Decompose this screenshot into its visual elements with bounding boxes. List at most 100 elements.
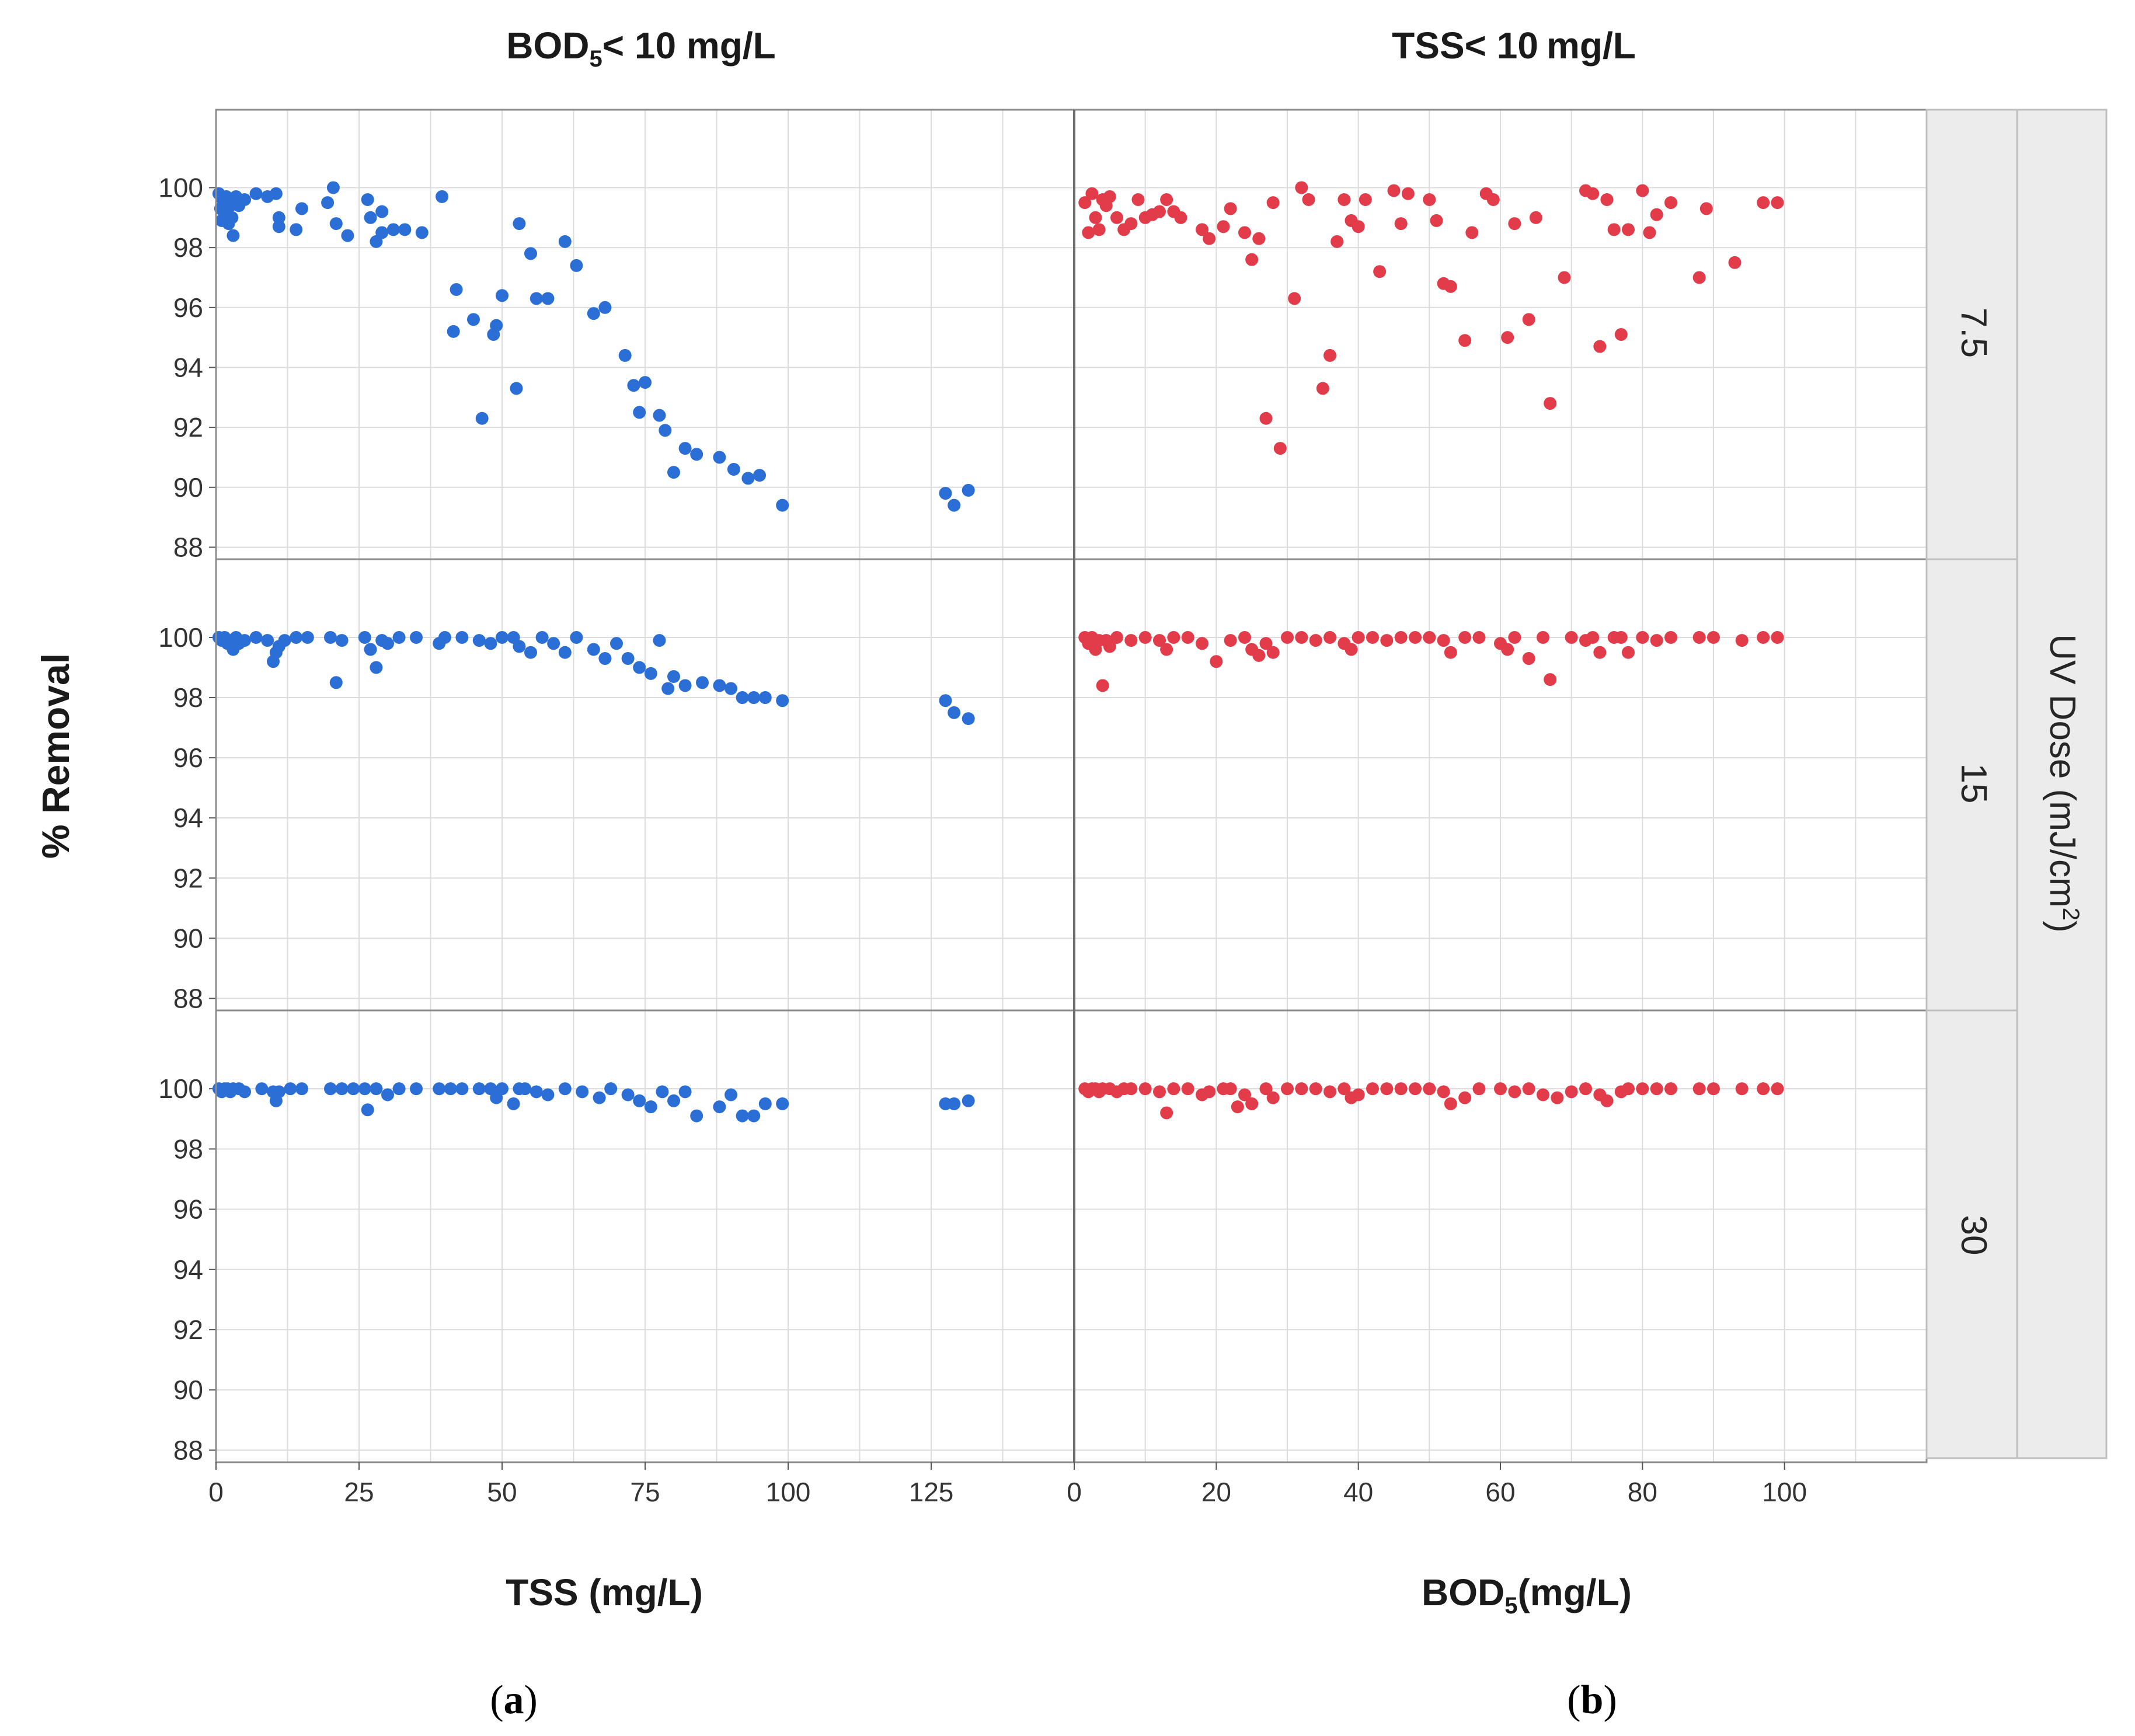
- data-point: [962, 1094, 975, 1107]
- data-point: [1472, 630, 1486, 644]
- data-point: [530, 1085, 543, 1099]
- data-point: [1181, 630, 1194, 644]
- data-point: [1544, 673, 1557, 686]
- data-point: [678, 442, 692, 455]
- data-point: [290, 630, 303, 644]
- data-point: [948, 499, 961, 512]
- data-point: [1203, 1085, 1216, 1099]
- data-point: [269, 187, 283, 200]
- y-tick-label: 88: [173, 983, 203, 1013]
- data-point: [513, 640, 526, 653]
- data-point: [1153, 205, 1166, 218]
- data-point: [633, 406, 646, 419]
- x-tick-label: 100: [1762, 1477, 1807, 1507]
- data-point: [713, 1100, 726, 1114]
- data-point: [713, 451, 726, 464]
- data-point: [1266, 1091, 1280, 1104]
- data-point: [644, 667, 657, 680]
- data-point: [1593, 646, 1607, 659]
- data-point: [1203, 232, 1216, 245]
- data-point: [1437, 1085, 1450, 1099]
- data-point: [347, 1082, 360, 1096]
- data-point: [1224, 202, 1237, 215]
- data-point: [1622, 223, 1635, 236]
- data-point: [1238, 1088, 1251, 1101]
- data-point: [1508, 217, 1521, 231]
- data-point: [1409, 630, 1422, 644]
- data-point: [1771, 196, 1784, 210]
- data-point: [621, 652, 635, 665]
- data-point: [1423, 193, 1436, 206]
- x-tick-label: 125: [909, 1477, 954, 1507]
- data-point: [1501, 643, 1514, 656]
- data-point: [490, 319, 503, 332]
- data-point: [370, 661, 383, 674]
- data-point: [1486, 193, 1500, 206]
- y-tick-label: 94: [173, 352, 203, 382]
- x-tick-label: 80: [1628, 1477, 1657, 1507]
- data-point: [1699, 202, 1713, 215]
- data-point: [736, 1109, 749, 1123]
- data-point: [518, 1082, 532, 1096]
- data-point: [1508, 1085, 1521, 1099]
- data-point: [541, 292, 555, 305]
- panel-a-caption: (a): [490, 1678, 538, 1723]
- data-point: [1124, 217, 1138, 231]
- data-point: [1387, 184, 1401, 197]
- data-point: [278, 634, 291, 647]
- data-point: [1465, 226, 1479, 239]
- data-point: [1252, 232, 1266, 245]
- data-point: [690, 448, 703, 461]
- data-point: [593, 1091, 606, 1104]
- y-axis-label: % Removal: [34, 653, 77, 859]
- data-point: [1174, 211, 1187, 224]
- data-point: [1085, 187, 1099, 200]
- data-point: [272, 1085, 285, 1099]
- data-point: [1373, 265, 1387, 278]
- data-point: [1544, 397, 1557, 410]
- panel-a-x-axis-label: TSS (mg/L): [506, 1571, 703, 1613]
- data-point: [747, 691, 761, 705]
- facet-label-row-2: 15: [1953, 764, 1994, 804]
- data-point: [667, 670, 680, 683]
- data-point: [364, 211, 377, 224]
- data-point: [1324, 1085, 1336, 1099]
- facet-strip-title: [2016, 109, 2108, 1459]
- data-point: [1735, 1082, 1749, 1096]
- data-point: [238, 1085, 251, 1099]
- panel-b-x-axis-label: BOD5(mg/L): [1422, 1571, 1632, 1619]
- data-point: [1728, 256, 1742, 269]
- data-point: [1380, 1082, 1394, 1096]
- data-point: [295, 1082, 308, 1096]
- y-tick-label: 98: [173, 1134, 203, 1164]
- data-point: [472, 1082, 486, 1096]
- data-point: [621, 1088, 635, 1101]
- data-point: [510, 382, 523, 395]
- data-point: [1600, 1094, 1614, 1107]
- data-point: [496, 630, 509, 644]
- data-point: [361, 1103, 374, 1117]
- y-tick-label: 94: [173, 803, 203, 833]
- data-point: [1245, 253, 1259, 266]
- data-point: [1600, 193, 1614, 206]
- data-point: [653, 409, 666, 422]
- data-point: [1409, 1082, 1422, 1096]
- data-point: [570, 259, 583, 272]
- data-point: [301, 630, 314, 644]
- x-tick-label: 50: [487, 1477, 517, 1507]
- data-point: [1458, 1091, 1472, 1104]
- data-point: [433, 1082, 446, 1096]
- data-point: [962, 483, 975, 497]
- data-point: [370, 1082, 383, 1096]
- data-point: [496, 289, 509, 302]
- data-point: [530, 292, 543, 305]
- panel-b-caption: (b): [1567, 1678, 1617, 1723]
- data-point: [1757, 1082, 1770, 1096]
- data-point: [381, 1088, 394, 1101]
- y-tick-label: 96: [173, 1194, 203, 1225]
- data-point: [741, 472, 755, 485]
- data-point: [1366, 630, 1379, 644]
- data-point: [758, 1097, 772, 1110]
- data-point: [1494, 1082, 1507, 1096]
- data-point: [1458, 630, 1472, 644]
